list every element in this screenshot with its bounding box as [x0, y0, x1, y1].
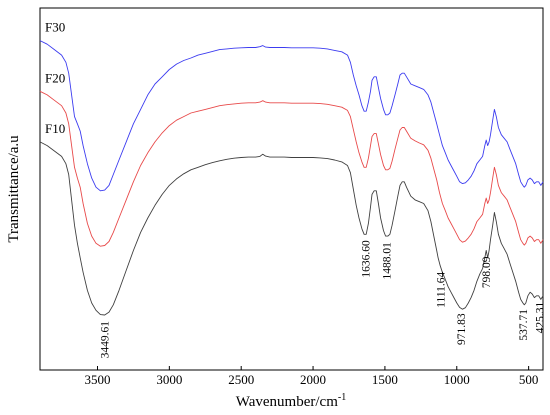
x-tick-label-3000: 3000 [156, 372, 182, 387]
x-tick-label-2500: 2500 [228, 372, 254, 387]
series-layer [39, 40, 544, 316]
x-tick-label-3500: 3500 [84, 372, 110, 387]
peak-label-971-83: 971.83 [456, 313, 468, 345]
peak-label-425-31: 425.31 [534, 302, 546, 334]
series-label-f30: F30 [45, 20, 65, 35]
series-line-f10 [39, 141, 544, 316]
x-axis-label-superscript: -1 [338, 392, 346, 403]
peak-label-3449-61: 3449.61 [100, 321, 112, 359]
plot-frame [39, 7, 544, 371]
x-tick-label-1500: 1500 [372, 372, 398, 387]
series-line-f20 [39, 90, 544, 247]
x-tick-label-2000: 2000 [300, 372, 326, 387]
series-line-f30 [39, 40, 544, 192]
y-axis-label: Transmittance/a.u [6, 135, 22, 243]
annotation-layer: 3449.61 1636.60 1488.01 1111.64 971.83 798.09… [100, 240, 547, 358]
x-tick-label-1000: 1000 [444, 372, 470, 387]
peak-label-1111-64: 1111.64 [436, 271, 448, 307]
series-label-layer: F30 F20 F10 [45, 20, 65, 136]
peak-label-798-09: 798.09 [481, 256, 493, 288]
x-axis-label-main: Wavenumber/cm [236, 394, 338, 410]
series-label-f20: F20 [45, 70, 65, 85]
x-tick-layer: 3500 3000 2500 2000 1500 1000 500 [84, 366, 538, 387]
peak-label-537-71: 537.71 [518, 309, 530, 341]
peak-label-1488-01: 1488.01 [382, 242, 394, 280]
series-label-f10: F10 [45, 121, 65, 136]
x-tick-label-500: 500 [519, 372, 539, 387]
peak-label-1636-60: 1636.60 [360, 240, 372, 278]
x-axis-label: Wavenumber/cm-1 [236, 392, 346, 410]
